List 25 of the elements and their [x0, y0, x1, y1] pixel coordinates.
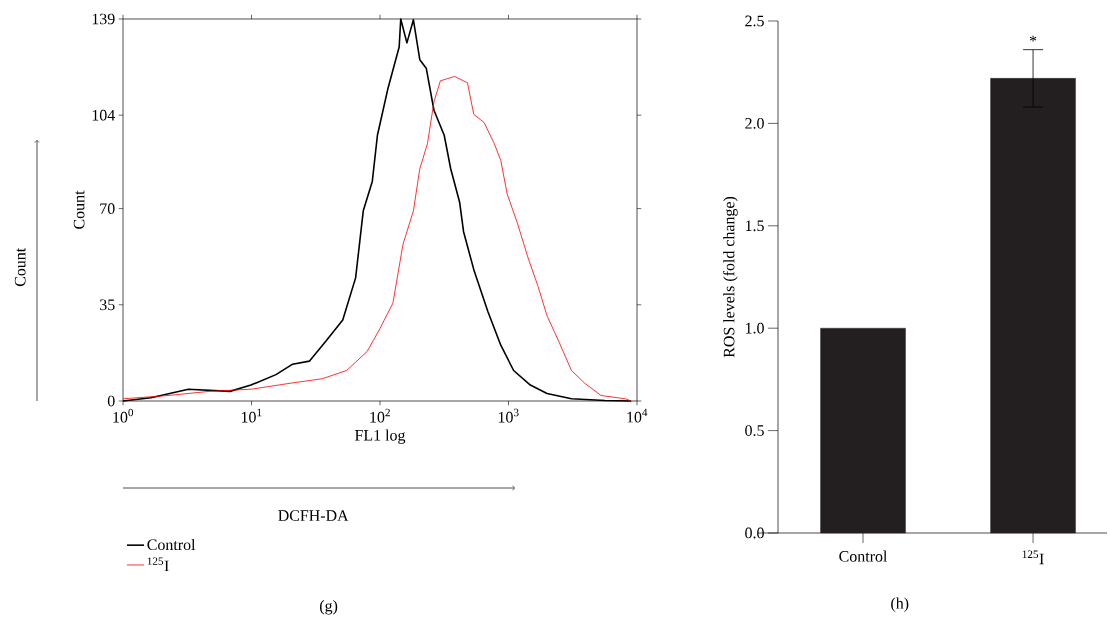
x-tick-label: 10$^{0}$: [113, 408, 134, 423]
x-tick-label: 10$^{3}$: [498, 408, 519, 423]
annotation: *: [1029, 35, 1037, 42]
y-tick-label: 0.5: [745, 425, 764, 436]
x-tick-label: 10$^{4}$: [627, 408, 648, 423]
text: (h): [891, 597, 909, 612]
x-tick-label: 10$^{1}$: [241, 408, 262, 423]
y-tick-label: 70: [100, 203, 115, 214]
y-tick-label: 35: [100, 299, 115, 311]
y-tick-label: 2.5: [745, 15, 764, 27]
x-tick-label: 10$^{2}$: [370, 408, 390, 423]
y-axis-title: Count: [73, 190, 85, 229]
legend-label: Control: [147, 538, 196, 551]
y-tick-label: 0.0: [745, 527, 764, 539]
y-tick-label: 0: [107, 395, 115, 407]
y-tick-label: 2.0: [745, 117, 764, 129]
text: Count: [14, 247, 26, 287]
y-tick-label: 104: [92, 109, 115, 121]
y-tick-label: 1.5: [745, 220, 764, 232]
y-tick-label: 1.0: [745, 322, 764, 334]
x-axis-title: FL1 log: [354, 429, 406, 444]
y-tick-label: 139: [92, 13, 115, 25]
y-axis-title: ROS levels (fold change): [723, 196, 738, 358]
text: DCFH-DA: [278, 510, 349, 521]
text: (g): [320, 600, 338, 615]
